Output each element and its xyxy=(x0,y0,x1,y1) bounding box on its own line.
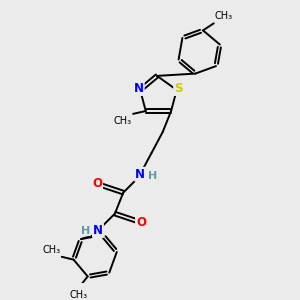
Text: N: N xyxy=(135,168,145,181)
Text: O: O xyxy=(92,177,102,190)
Text: CH₃: CH₃ xyxy=(70,290,88,300)
Text: N: N xyxy=(93,224,103,237)
Text: S: S xyxy=(174,82,183,95)
Text: CH₃: CH₃ xyxy=(215,11,233,21)
Text: CH₃: CH₃ xyxy=(42,245,60,255)
Text: H: H xyxy=(148,171,157,181)
Text: CH₃: CH₃ xyxy=(114,116,132,126)
Text: N: N xyxy=(134,82,144,95)
Text: O: O xyxy=(136,216,146,229)
Text: H: H xyxy=(81,226,90,236)
